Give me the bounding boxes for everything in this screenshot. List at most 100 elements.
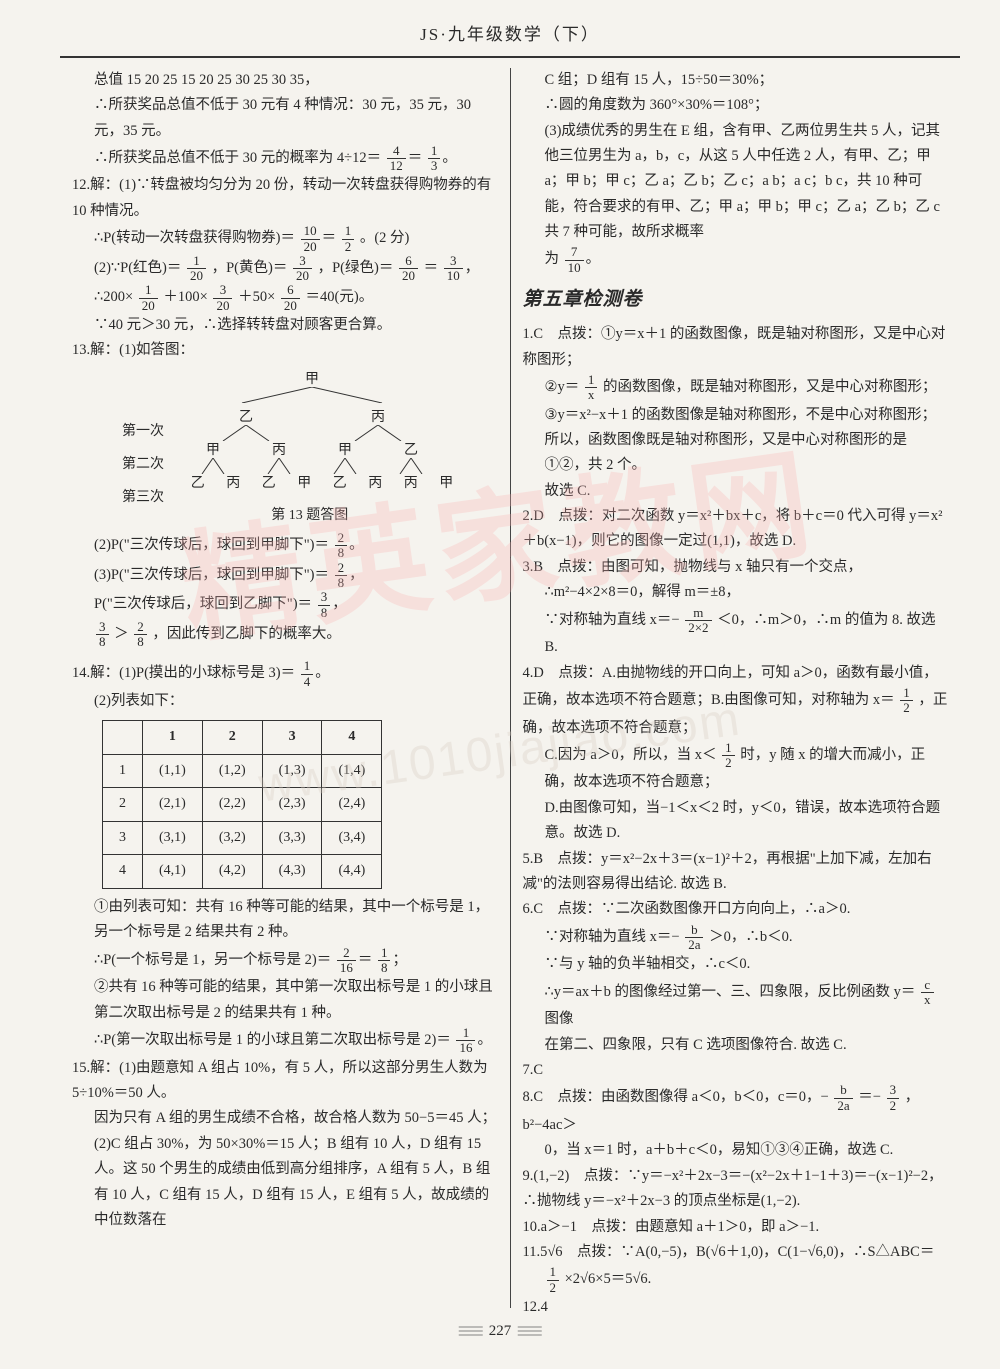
l06b: ，P(黄色)＝ <box>212 260 288 276</box>
tree-r1-label: 第一次 <box>122 410 182 439</box>
frac-l06a: 120 <box>187 254 206 284</box>
q6c: ∵与 y 轴的负半轴相交，∴c＜0. <box>523 952 949 977</box>
page-number: 227 <box>459 1318 542 1344</box>
l13: 38 ＞ 28 ，因此传到乙脚下的概率大。 <box>72 620 498 650</box>
q1b2: 的函数图像，既是轴对称图形，又是中心对称图形； <box>603 379 937 395</box>
table-row: 1(1,1)(1,2)(1,3)(1,4) <box>103 754 382 788</box>
l01: 总值 15 20 25 15 20 25 30 25 30 35， <box>72 68 498 93</box>
q4a: 4.D 点拨：A.由抛物线的开口向上，可知 a＞0，函数有最小值，正确，故本选项… <box>523 661 949 741</box>
frac-q8a: b2a <box>834 1083 852 1113</box>
q9: 9.(1,−2) 点拨：∵y＝−x²＋2x−3＝−(x²−2x＋1−1＋3)＝−… <box>523 1164 949 1215</box>
l02: ∴所获奖品总值不低于 30 元有 4 种情况：30 元，35 元，30 元，35… <box>72 93 498 144</box>
frac-l13b: 28 <box>134 620 147 650</box>
frac-l03b: 13 <box>428 144 441 174</box>
frac-l14: 14 <box>301 659 314 689</box>
tree-r3-2: 乙 <box>262 476 276 491</box>
q3c: ∵对称轴为直线 x＝− m2×2 ＜0，∴m＞0，∴m 的值为 8. 故选 B. <box>523 606 949 661</box>
frac-q1b: 1x <box>585 373 598 403</box>
q8d: 0，当 x＝1 时，a＋b＋c＜0，易知①③④正确，故选 C. <box>523 1138 949 1163</box>
l10: (2)P("三次传球后，球回到甲脚下")＝ 28。 <box>72 531 498 561</box>
l17t: ∴P(一个标号是 1，另一个标号是 2)＝ <box>94 952 331 968</box>
tree-r3-5: 丙 <box>368 476 382 491</box>
th-1: 1 <box>143 721 203 755</box>
q4b1: C.因为 a＞0，所以，当 x＜ <box>545 747 717 763</box>
frac-q3c: m2×2 <box>685 606 711 636</box>
l04: 12.解：(1)∵转盘被均匀分为 20 份，转动一次转盘获得购物券的有 10 种… <box>72 173 498 224</box>
l07b: ＋100× <box>163 290 207 306</box>
tree-r2-3: 乙 <box>404 443 418 458</box>
l07a: ∴200× <box>94 290 133 306</box>
q4c: D.由图像可知，当−1＜x＜2 时，y＜0，错误，故本选项符合题意。故选 D. <box>523 796 949 847</box>
l08: ∵40 元＞30 元，∴选择转转盘对顾客更合算。 <box>72 313 498 338</box>
th-3: 3 <box>262 721 322 755</box>
r02: ∴圆的角度数为 360°×30%＝108°； <box>523 93 949 118</box>
l05t: ∴P(转动一次转盘获得购物券)＝ <box>94 230 295 246</box>
q1b: ②y＝ 1x 的函数图像，既是轴对称图形，又是中心对称图形； <box>523 373 949 403</box>
frac-l19: 116 <box>456 1026 475 1056</box>
frac-l06d: 310 <box>444 254 463 284</box>
l03: ∴所获奖品总值不低于 30 元的概率为 4÷12＝ 412＝ 13。 <box>72 144 498 174</box>
q11b2: ×2√6×5＝5√6. <box>565 1271 652 1287</box>
pg-line-icon <box>459 1330 483 1332</box>
tree-r3-4: 乙 <box>333 476 347 491</box>
table-row: 4(4,1)(4,2)(4,3)(4,4) <box>103 855 382 889</box>
frac-r04: 710 <box>565 245 584 275</box>
q6a: 6.C 点拨：∵二次函数图像开口方向向上，∴a＞0. <box>523 897 949 922</box>
tree-r2-0: 甲 <box>206 443 220 458</box>
tree-r3-0: 乙 <box>191 476 205 491</box>
l15: (2)列表如下： <box>72 689 498 714</box>
q4a1: 4.D 点拨：A.由抛物线的开口向上，可知 a＞0，函数有最小值，正确，故本选项… <box>523 665 938 709</box>
q3c1: ∵对称轴为直线 x＝− <box>545 612 680 628</box>
tree-r3-label: 第三次 <box>122 476 182 505</box>
outcome-table: 1 2 3 4 1(1,1)(1,2)(1,3)(1,4) 2(2,1)(2,2… <box>102 720 382 889</box>
q12: 12.4 <box>523 1295 949 1320</box>
q1b1: ②y＝ <box>545 379 580 395</box>
frac-l07a: 120 <box>139 283 158 313</box>
l20: 15.解：(1)由题意知 A 组占 10%，有 5 人，所以这部分男生人数为 5… <box>72 1056 498 1107</box>
frac-l07b: 320 <box>213 283 232 313</box>
frac-l07c: 620 <box>281 283 300 313</box>
q8: 8.C 点拨：由函数图像得 a＜0，b＜0，c＝0，− b2a ＝− 32 ，b… <box>523 1083 949 1138</box>
table-header-row: 1 2 3 4 <box>103 721 382 755</box>
q4b: C.因为 a＞0，所以，当 x＜ 12 时，y 随 x 的增大而减小，正确，故本… <box>523 741 949 796</box>
right-column: C 组；D 组有 15 人，15÷50＝30%； ∴圆的角度数为 360°×30… <box>511 68 961 1308</box>
frac-q6b: b2a <box>685 923 703 953</box>
q6b: ∵对称轴为直线 x＝− b2a ＞0，∴b＜0. <box>523 923 949 953</box>
th-0 <box>103 721 143 755</box>
q8a: 8.C 点拨：由函数图像得 a＜0，b＜0，c＝0，− <box>523 1090 829 1106</box>
l13b: ＞ <box>114 626 129 642</box>
q2: 2.D 点拨：对二次函数 y＝x²＋bx＋c，将 b＋c＝0 代入可得 y＝x²… <box>523 504 949 555</box>
l14: 14.解：(1)P(摸出的小球标号是 3)＝ 14。 <box>72 659 498 689</box>
l12: P("三次传球后，球回到乙脚下")＝ 38， <box>72 590 498 620</box>
tree-r1-1: 丙 <box>371 410 385 425</box>
th-4: 4 <box>322 721 382 755</box>
frac-l03a: 412 <box>387 144 406 174</box>
frac-q8b: 32 <box>887 1083 900 1113</box>
l07d: ＝40(元)。 <box>306 290 374 306</box>
frac-q11: 12 <box>547 1265 560 1295</box>
q5: 5.B 点拨：y＝x²−2x＋3＝(x−1)²＋2，再根据"上加下减，左加右减"… <box>523 847 949 898</box>
l22: (2)C 组占 30%，为 50×30%＝15 人；B 组有 10 人，D 组有… <box>72 1132 498 1234</box>
th-2: 2 <box>202 721 262 755</box>
l06c: ，P(绿色)＝ <box>318 260 394 276</box>
frac-q4b: 12 <box>722 741 735 771</box>
section-title: 第五章检测卷 <box>523 283 949 316</box>
l19: ∴P(第一次取出标号是 1 的小球且第二次取出标号是 2)＝ 116。 <box>72 1026 498 1056</box>
l10t: (2)P("三次传球后，球回到甲脚下")＝ <box>94 537 329 553</box>
frac-l12: 38 <box>318 590 331 620</box>
l05b: 。(2 分) <box>360 230 410 246</box>
tree-r3-3: 甲 <box>297 476 311 491</box>
l09: 13.解：(1)如答图： <box>72 338 498 363</box>
q11a: 11.5√6 点拨：∵A(0,−5)，B(√6＋1,0)，C(1−√6,0)，∴… <box>523 1240 949 1265</box>
page-number-value: 227 <box>489 1318 512 1344</box>
l07: ∴200× 120 ＋100× 320 ＋50× 620 ＝40(元)。 <box>72 283 498 313</box>
frac-l17b: 18 <box>378 946 391 976</box>
l18: ②共有 16 种等可能的结果，其中第一次取出标号是 1 的小球且第二次取出标号是… <box>72 975 498 1026</box>
frac-l11: 28 <box>335 561 348 591</box>
l14t: 14.解：(1)P(摸出的小球标号是 3)＝ <box>72 666 295 682</box>
frac-l06b: 320 <box>293 254 312 284</box>
q6b2: ＞0，∴b＜0. <box>709 929 792 945</box>
q11b: 12 ×2√6×5＝5√6. <box>523 1265 949 1295</box>
frac-l05a: 1020 <box>301 224 320 254</box>
l03t: ∴所获奖品总值不低于 30 元的概率为 4÷12＝ <box>94 150 381 166</box>
